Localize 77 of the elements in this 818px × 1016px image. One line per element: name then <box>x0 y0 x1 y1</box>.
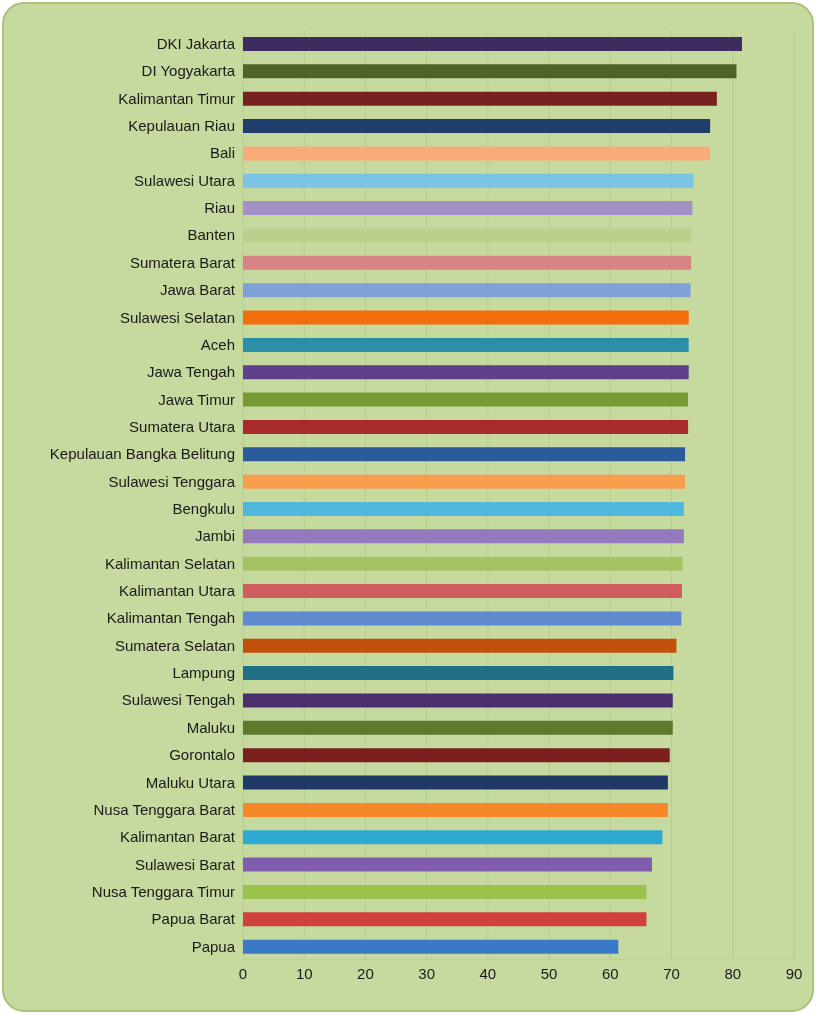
y-tick-label: Gorontalo <box>169 746 235 764</box>
y-tick-label: Nusa Tenggara Timur <box>91 882 235 900</box>
x-tick-label: 10 <box>295 964 313 982</box>
y-tick-label: Sulawesi Tengah <box>121 691 235 709</box>
bar <box>243 283 691 298</box>
bar <box>243 748 670 763</box>
bar <box>243 830 663 845</box>
y-tick-label: Kalimantan Selatan <box>104 554 235 572</box>
bar <box>243 365 689 380</box>
bar <box>243 310 689 325</box>
y-tick-label: DI Yogyakarta <box>141 62 236 80</box>
x-tick-label: 0 <box>238 964 248 982</box>
y-tick-label: Sulawesi Utara <box>134 171 236 189</box>
y-tick-label: Bali <box>209 144 235 162</box>
bar <box>243 337 689 352</box>
y-tick-label: Kalimantan Utara <box>119 582 236 600</box>
y-tick-label: Sulawesi Tenggara <box>108 472 236 490</box>
x-tick-label: 80 <box>724 964 742 982</box>
x-tick-label: 50 <box>540 964 558 982</box>
y-tick-label: DKI Jakarta <box>156 35 236 52</box>
bar <box>243 556 683 571</box>
bar <box>243 255 692 270</box>
bar <box>243 611 682 626</box>
y-tick-label: Sumatera Utara <box>129 417 236 435</box>
bar <box>243 666 674 681</box>
bar <box>243 912 647 927</box>
x-tick-label: 60 <box>601 964 619 982</box>
bar <box>243 884 647 899</box>
y-tick-label: Sumatera Selatan <box>114 636 235 654</box>
x-tick-label: 70 <box>663 964 680 982</box>
bar <box>243 584 682 599</box>
x-tick-label: 20 <box>357 964 374 982</box>
y-tick-label: Jawa Timur <box>158 390 235 408</box>
bar <box>243 638 677 653</box>
y-tick-label: Sumatera Barat <box>129 253 236 271</box>
bar <box>243 173 694 188</box>
bar <box>243 857 652 872</box>
y-tick-label: Kepulauan Riau <box>128 117 235 135</box>
y-tick-label: Kalimantan Timur <box>118 89 235 107</box>
y-tick-label: Jawa Tengah <box>146 363 235 381</box>
bar <box>243 146 711 161</box>
y-tick-label: Kalimantan Barat <box>119 828 236 846</box>
bar <box>243 119 711 134</box>
x-tick-label: 90 <box>785 964 803 982</box>
y-tick-label: Kalimantan Tengah <box>106 609 235 627</box>
bar <box>243 802 668 817</box>
bar <box>243 939 619 954</box>
bar <box>243 474 686 489</box>
y-tick-label: Sulawesi Barat <box>134 855 236 873</box>
y-tick-label: Papua <box>191 937 236 955</box>
x-tick-label: 40 <box>479 964 497 982</box>
y-tick-label: Sulawesi Selatan <box>119 308 235 326</box>
bar <box>243 693 673 708</box>
x-tick-label: 30 <box>418 964 436 982</box>
y-tick-label: Aceh <box>200 335 235 353</box>
y-tick-label: Riau <box>204 199 235 217</box>
y-tick-label: Maluku Utara <box>145 773 236 791</box>
bar <box>243 775 668 790</box>
y-tick-label: Lampung <box>172 664 235 682</box>
bar <box>243 529 684 544</box>
bar <box>243 37 742 51</box>
bar <box>243 720 673 735</box>
bar <box>243 447 686 462</box>
y-tick-label: Jawa Barat <box>159 281 236 299</box>
y-tick-label: Bengkulu <box>172 500 235 517</box>
bar <box>243 419 689 434</box>
bar <box>243 64 737 79</box>
y-tick-label: Jambi <box>194 527 235 545</box>
y-tick-label: Nusa Tenggara Barat <box>93 800 236 818</box>
y-tick-label: Papua Barat <box>151 910 236 928</box>
bar <box>243 392 689 407</box>
bar <box>243 502 684 516</box>
bar <box>243 91 717 106</box>
bar <box>243 201 693 216</box>
y-tick-label: Kepulauan Bangka Belitung <box>49 445 235 463</box>
y-tick-label: Maluku <box>186 718 235 736</box>
y-tick-label: Banten <box>187 226 235 244</box>
